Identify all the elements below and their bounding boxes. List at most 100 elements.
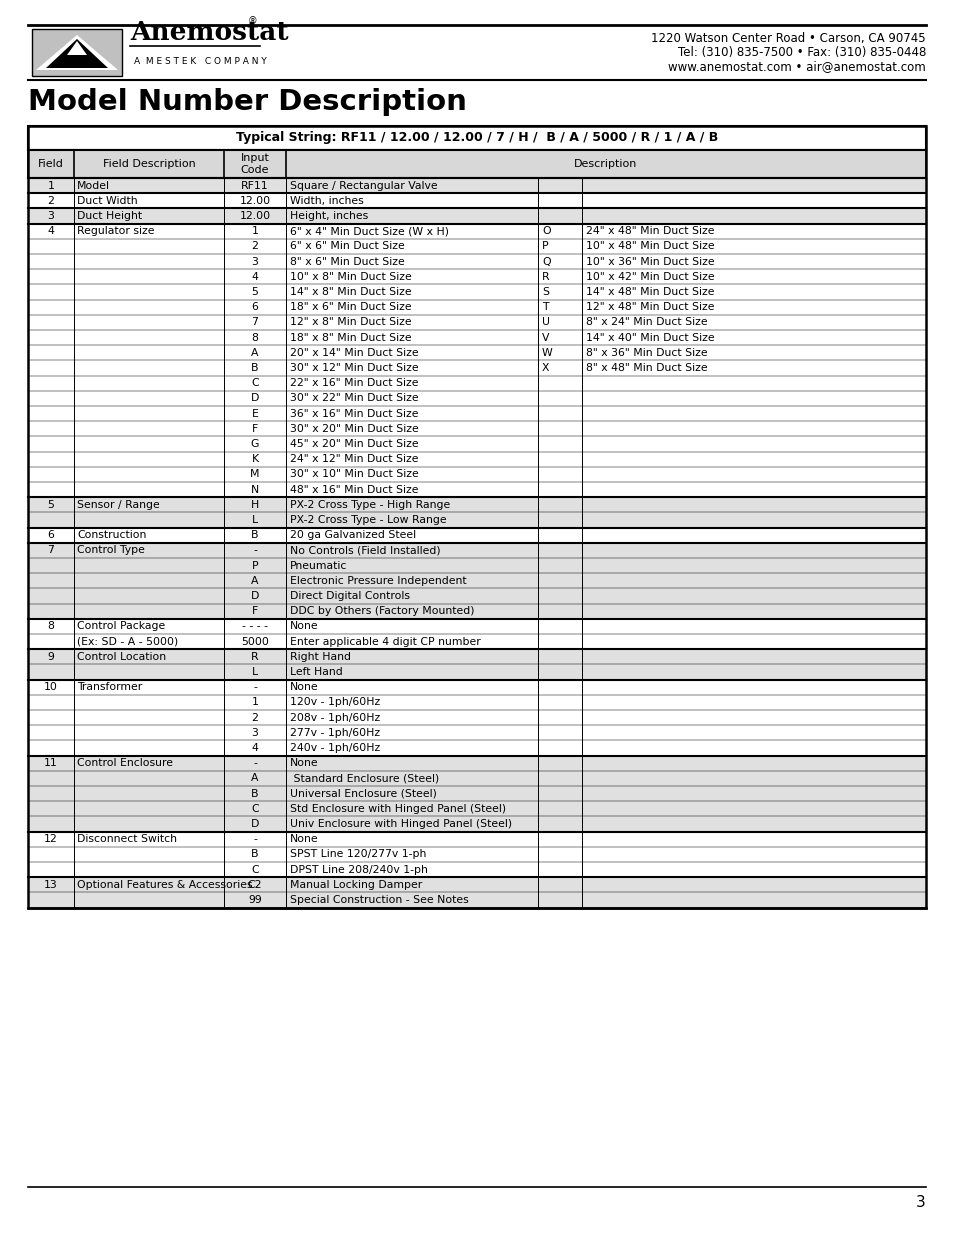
Text: None: None: [290, 682, 318, 692]
Text: 2: 2: [48, 196, 54, 206]
Bar: [28, 756, 925, 771]
Text: 8" x 6" Min Duct Size: 8" x 6" Min Duct Size: [290, 257, 404, 267]
Text: A: A: [251, 773, 258, 783]
Text: Tel: (310) 835-7500 • Fax: (310) 835-0448: Tel: (310) 835-7500 • Fax: (310) 835-044…: [677, 46, 925, 59]
Bar: [28, 816, 925, 831]
Bar: [28, 498, 925, 513]
Text: C: C: [251, 378, 258, 388]
Bar: [28, 831, 925, 847]
Text: 12.00: 12.00: [239, 196, 271, 206]
Text: 12" x 48" Min Duct Size: 12" x 48" Min Duct Size: [585, 303, 714, 312]
Text: -: -: [253, 546, 256, 556]
Text: None: None: [290, 621, 318, 631]
Bar: [28, 126, 925, 149]
Bar: [28, 513, 925, 527]
Bar: [28, 619, 925, 634]
Text: -: -: [253, 682, 256, 692]
Text: 11: 11: [44, 758, 58, 768]
Text: 18" x 8" Min Duct Size: 18" x 8" Min Duct Size: [290, 332, 411, 342]
Text: 24" x 48" Min Duct Size: 24" x 48" Min Duct Size: [585, 226, 714, 236]
Text: Duct Height: Duct Height: [77, 211, 142, 221]
Text: 30" x 22" Min Duct Size: 30" x 22" Min Duct Size: [290, 394, 418, 404]
Text: 3: 3: [252, 257, 258, 267]
Text: C: C: [251, 864, 258, 874]
Text: (Ex: SD - A - 5000): (Ex: SD - A - 5000): [77, 636, 178, 647]
Bar: [28, 126, 925, 908]
Bar: [28, 862, 925, 877]
Text: B: B: [251, 363, 258, 373]
Text: 8: 8: [252, 332, 258, 342]
Text: 120v - 1ph/60Hz: 120v - 1ph/60Hz: [290, 698, 380, 708]
Bar: [28, 209, 925, 224]
Bar: [28, 330, 925, 346]
Text: 48" x 16" Min Duct Size: 48" x 16" Min Duct Size: [290, 484, 418, 494]
Bar: [28, 847, 925, 862]
Text: 10" x 36" Min Duct Size: 10" x 36" Min Duct Size: [585, 257, 714, 267]
Text: 4: 4: [48, 226, 54, 236]
Text: A: A: [251, 348, 258, 358]
Text: 5: 5: [252, 287, 258, 296]
Text: 1: 1: [48, 180, 54, 190]
Bar: [28, 238, 925, 254]
Text: 1: 1: [252, 698, 258, 708]
Text: 10" x 48" Min Duct Size: 10" x 48" Min Duct Size: [585, 241, 714, 252]
Text: Special Construction - See Notes: Special Construction - See Notes: [290, 895, 468, 905]
Bar: [28, 452, 925, 467]
Text: Universal Enclosure (Steel): Universal Enclosure (Steel): [290, 789, 436, 799]
Text: 10" x 42" Min Duct Size: 10" x 42" Min Duct Size: [585, 272, 714, 282]
Bar: [28, 785, 925, 802]
Bar: [28, 604, 925, 619]
Bar: [28, 771, 925, 785]
Text: 24" x 12" Min Duct Size: 24" x 12" Min Duct Size: [290, 454, 418, 464]
Text: RF11: RF11: [241, 180, 269, 190]
Text: A: A: [251, 576, 258, 585]
Text: B: B: [251, 530, 258, 540]
Text: Direct Digital Controls: Direct Digital Controls: [290, 592, 410, 601]
Text: E: E: [252, 409, 258, 419]
Bar: [28, 482, 925, 498]
Text: 9: 9: [48, 652, 54, 662]
Bar: [28, 421, 925, 436]
Text: O: O: [541, 226, 550, 236]
Bar: [28, 284, 925, 300]
Text: Height, inches: Height, inches: [290, 211, 368, 221]
Text: 14" x 48" Min Duct Size: 14" x 48" Min Duct Size: [585, 287, 714, 296]
Text: 20" x 14" Min Duct Size: 20" x 14" Min Duct Size: [290, 348, 418, 358]
Text: Control Package: Control Package: [77, 621, 165, 631]
Text: C2: C2: [248, 879, 262, 889]
Text: G: G: [251, 438, 259, 450]
Text: Electronic Pressure Independent: Electronic Pressure Independent: [290, 576, 466, 585]
Polygon shape: [46, 40, 108, 68]
Text: Field Description: Field Description: [103, 159, 195, 169]
Text: 5: 5: [48, 500, 54, 510]
Text: K: K: [252, 454, 258, 464]
Text: 5000: 5000: [241, 636, 269, 647]
Text: 1: 1: [252, 226, 258, 236]
Text: Control Location: Control Location: [77, 652, 166, 662]
Text: Transformer: Transformer: [77, 682, 142, 692]
Bar: [28, 224, 925, 238]
Bar: [28, 269, 925, 284]
Text: DPST Line 208/240v 1-ph: DPST Line 208/240v 1-ph: [290, 864, 428, 874]
Text: N: N: [251, 484, 259, 494]
Text: 6" x 6" Min Duct Size: 6" x 6" Min Duct Size: [290, 241, 404, 252]
Bar: [32, 28, 122, 77]
Text: 2: 2: [252, 241, 258, 252]
Text: B: B: [251, 850, 258, 860]
Text: T: T: [541, 303, 548, 312]
Text: F: F: [252, 424, 258, 433]
Text: None: None: [290, 758, 318, 768]
Text: Description: Description: [574, 159, 637, 169]
Text: 20 ga Galvanized Steel: 20 ga Galvanized Steel: [290, 530, 416, 540]
Polygon shape: [67, 41, 87, 56]
Text: R: R: [251, 652, 258, 662]
Text: Sensor / Range: Sensor / Range: [77, 500, 159, 510]
Text: 22" x 16" Min Duct Size: 22" x 16" Min Duct Size: [290, 378, 418, 388]
Text: PX-2 Cross Type - Low Range: PX-2 Cross Type - Low Range: [290, 515, 446, 525]
Text: Width, inches: Width, inches: [290, 196, 363, 206]
Text: Square / Rectangular Valve: Square / Rectangular Valve: [290, 180, 437, 190]
Text: Standard Enclosure (Steel): Standard Enclosure (Steel): [290, 773, 438, 783]
Text: 277v - 1ph/60Hz: 277v - 1ph/60Hz: [290, 727, 379, 737]
Bar: [28, 725, 925, 741]
Text: V: V: [541, 332, 549, 342]
